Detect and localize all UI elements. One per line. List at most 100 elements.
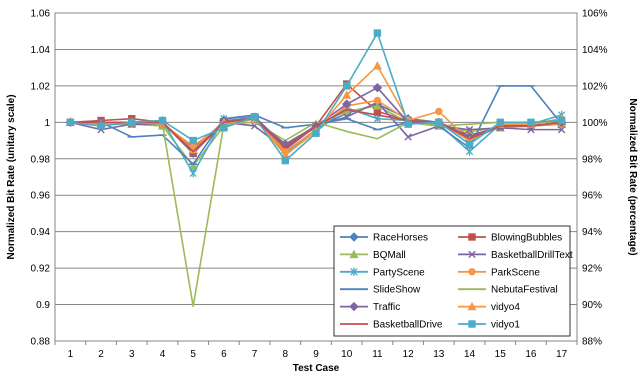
- legend-item: BlowingBubbles: [458, 233, 562, 244]
- x-tick-label: 4: [160, 349, 166, 360]
- legend-item: vidyo1: [458, 320, 520, 331]
- legend-item: SlideShow: [340, 285, 421, 296]
- plot-area-border: [54, 12, 578, 342]
- x-tick-label: 13: [433, 349, 445, 360]
- data-point: [342, 90, 352, 99]
- legend-item: BasketballDrillText: [458, 250, 573, 261]
- legend-label: BlowingBubbles: [491, 233, 562, 244]
- x-tick-label: 8: [283, 349, 289, 360]
- legend-label: RaceHorses: [373, 233, 428, 244]
- y2-tick-label: 98%: [582, 154, 602, 165]
- data-point: [373, 114, 382, 123]
- legend-label: NebutaFestival: [491, 285, 558, 296]
- legend-label: vidyo1: [491, 320, 520, 331]
- legend-label: BasketballDrive: [373, 320, 443, 331]
- data-point: [404, 133, 412, 141]
- legend-label: Traffic: [373, 302, 400, 313]
- data-point: [465, 147, 474, 156]
- secondary-y-axis-label: Normalized Bit Rate (percentage): [627, 98, 638, 255]
- legend-marker: [350, 267, 358, 276]
- data-point: [557, 116, 566, 125]
- y-tick-label: 1.02: [31, 81, 51, 92]
- x-tick-label: 17: [556, 349, 568, 360]
- x-tick-label: 16: [525, 349, 537, 360]
- x-tick-label: 15: [495, 349, 507, 360]
- legend-marker: [467, 301, 477, 311]
- y-axis-label: Normalized Bit Rate (unitary scale): [6, 94, 17, 259]
- legend-item: ParkScene: [458, 267, 540, 278]
- legend: RaceHorses BlowingBubbles BQMall Basketball…: [333, 225, 573, 337]
- y2-tick-label: 96%: [582, 191, 602, 202]
- series-BasketballDrive: [70, 108, 562, 153]
- x-tick-label: 1: [68, 349, 74, 360]
- data-point: [189, 169, 197, 178]
- legend-item: PartyScene: [340, 267, 425, 278]
- legend-marker: [468, 250, 476, 259]
- y-tick-label: 0.9: [36, 300, 50, 311]
- data-point: [373, 29, 382, 37]
- data-point: [404, 120, 412, 128]
- data-point: [372, 101, 382, 110]
- y-tick-label: 1.06: [31, 9, 51, 20]
- legend-marker: [468, 268, 476, 276]
- x-axis-ticks: 1 2 3 4 5 6 7 8 9 10 11 12 13 14 15 16 17: [54, 341, 578, 360]
- x-tick-label: 3: [129, 349, 135, 360]
- data-point: [97, 122, 105, 130]
- legend-item: BQMall: [340, 249, 406, 261]
- x-tick-label: 10: [341, 349, 353, 360]
- data-point: [496, 118, 504, 127]
- y-tick-label: 0.96: [31, 191, 51, 202]
- x-tick-label: 7: [252, 349, 258, 360]
- data-point: [341, 99, 352, 109]
- legend-item: Traffic: [340, 301, 400, 313]
- data-point: [527, 118, 535, 127]
- x-tick-label: 5: [190, 349, 196, 360]
- legend-item: NebutaFestival: [458, 285, 558, 296]
- x-tick-label: 11: [372, 349, 383, 360]
- legend-box: [333, 225, 571, 337]
- data-point: [158, 116, 167, 125]
- legend-marker: [349, 301, 359, 312]
- data-point: [465, 140, 474, 148]
- data-point: [281, 156, 289, 165]
- y-tick-label: 0.88: [31, 337, 51, 348]
- series-vidyo1: [66, 29, 566, 165]
- series-group: [65, 29, 567, 308]
- data-point: [250, 113, 259, 121]
- x-tick-label: 14: [464, 349, 476, 360]
- y-tick-label: 1.04: [31, 45, 51, 56]
- legend-marker: [349, 232, 359, 242]
- y2-tick-label: 104%: [582, 45, 608, 56]
- data-point: [372, 61, 382, 70]
- y2-tick-label: 90%: [582, 300, 602, 311]
- data-point: [557, 125, 566, 134]
- data-point: [435, 107, 443, 116]
- data-point: [373, 96, 382, 105]
- y2-tick-label: 92%: [582, 264, 602, 275]
- x-tick-label: 2: [98, 349, 104, 360]
- legend-item: vidyo4: [458, 301, 520, 313]
- y2-tick-label: 102%: [582, 81, 608, 92]
- data-point: [66, 118, 75, 127]
- data-point: [372, 83, 383, 93]
- data-point: [343, 82, 351, 90]
- data-point: [128, 118, 136, 127]
- secondary-y-axis-ticks: 88% 90% 92% 94% 96% 98% 100% 102% 104% 106%: [582, 9, 608, 348]
- y2-tick-label: 106%: [582, 9, 608, 20]
- y-tick-label: 0.94: [31, 227, 51, 238]
- legend-item: RaceHorses: [340, 232, 428, 244]
- x-tick-label: 9: [313, 349, 319, 360]
- legend-label: SlideShow: [373, 285, 421, 296]
- y2-tick-label: 88%: [582, 337, 602, 348]
- y-tick-label: 1: [44, 118, 50, 129]
- legend-label: BasketballDrillText: [491, 250, 573, 261]
- series-line: [70, 108, 562, 153]
- x-axis-label: Test Case: [293, 363, 340, 374]
- data-point: [465, 125, 474, 134]
- legend-label: vidyo4: [491, 302, 520, 313]
- legend-marker: [468, 320, 476, 328]
- x-tick-label: 12: [403, 349, 415, 360]
- data-point: [435, 118, 443, 127]
- legend-marker: [349, 249, 359, 259]
- legend-label: ParkScene: [491, 267, 540, 278]
